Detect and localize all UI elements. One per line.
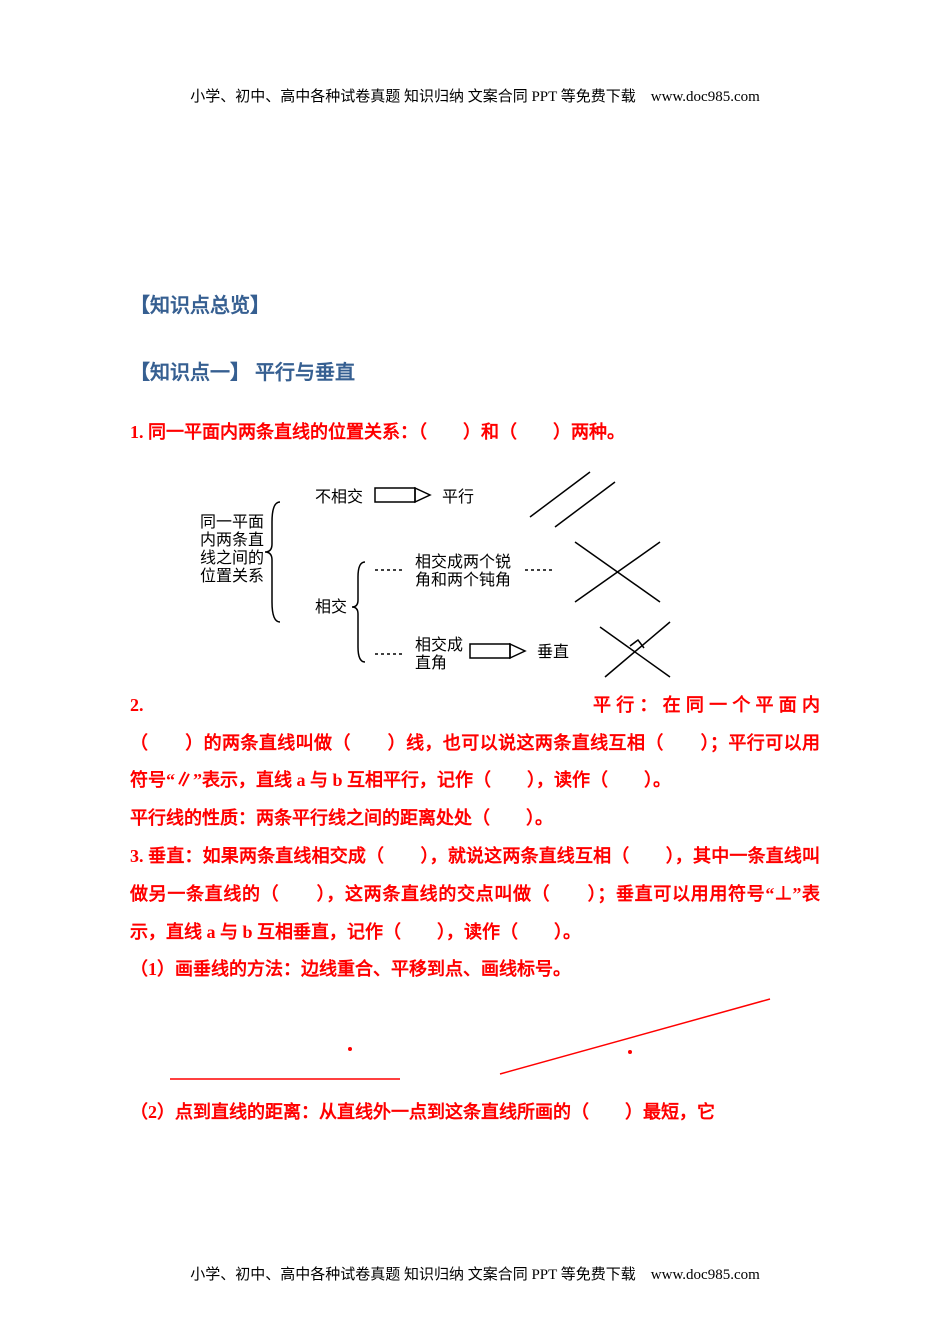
page-header: 小学、初中、高中各种试卷真题 知识归纳 文案合同 PPT 等免费下载 www.d…: [0, 85, 950, 106]
section-overview-title: 【知识点总览】: [130, 285, 820, 327]
q2-property: 平行线的性质：两条平行线之间的距离处处（ ）。: [130, 800, 820, 838]
diagram-root-l3: 线之间的: [200, 549, 264, 567]
perpendicular-sketch: [130, 994, 820, 1094]
branch-b-sub2-l2: 直角: [415, 654, 447, 672]
arrow-head-a: [415, 488, 430, 502]
brace-root: [265, 502, 280, 622]
sketch-left-dot: [348, 1047, 352, 1051]
page-footer: 小学、初中、高中各种试卷真题 知识归纳 文案合同 PPT 等免费下载 www.d…: [0, 1263, 950, 1284]
arrow-box-a: [375, 488, 415, 502]
q3-sub1: （1）画垂线的方法：边线重合、平移到点、画线标号。: [130, 951, 820, 989]
branch-b-sub1-l2: 角和两个钝角: [415, 571, 511, 589]
branch-b-sub2-l1: 相交成: [415, 636, 463, 654]
perp-svg: [130, 994, 820, 1094]
q3-sub2: （2）点到直线的距离：从直线外一点到这条直线所画的（ ）最短，它: [130, 1094, 820, 1132]
diagram-root-l1: 同一平面: [200, 514, 264, 531]
branch-b-sub2-result: 垂直: [537, 643, 569, 661]
content-area: 【知识点总览】 【知识点一】 平行与垂直 1. 同一平面内两条直线的位置关系：（…: [130, 285, 820, 1132]
q2-text-a: 平行：在同一个平面内（ ）的两条直线叫做（ ）线，也可以说这两条直线互相（ ）；…: [130, 695, 820, 791]
question-3: 3. 垂直：如果两条直线相交成（ ），就说这两条直线互相（ ），其中一条直线叫做…: [130, 838, 820, 951]
brace-b: [352, 562, 365, 662]
section-one-title: 【知识点一】 平行与垂直: [130, 352, 820, 394]
parallel-line-1: [530, 472, 590, 517]
branch-b-sub1-l1: 相交成两个锐: [415, 553, 511, 571]
concept-diagram: 同一平面 内两条直 线之间的 位置关系 不相交 平行 相交: [130, 462, 820, 682]
parallel-line-2: [555, 482, 615, 527]
diagram-root-l2: 内两条直: [200, 531, 264, 549]
sketch-right-line: [500, 999, 770, 1074]
arrow-head-b2: [510, 644, 525, 658]
perp-line-2: [605, 622, 670, 677]
diagram-root-l4: 位置关系: [200, 567, 264, 585]
branch-a-result: 平行: [442, 488, 474, 506]
branch-a-label: 不相交: [315, 488, 363, 506]
page: 小学、初中、高中各种试卷真题 知识归纳 文案合同 PPT 等免费下载 www.d…: [0, 0, 950, 1344]
question-2: 2. 平行：在同一个平面内（ ）的两条直线叫做（ ）线，也可以说这两条直线互相（…: [130, 687, 820, 800]
q2-lead: 2.: [130, 695, 144, 715]
question-1: 1. 同一平面内两条直线的位置关系：（ ）和（ ）两种。: [130, 414, 820, 452]
diagram-svg: 同一平面 内两条直 线之间的 位置关系 不相交 平行 相交: [130, 462, 820, 682]
right-angle-mark: [630, 640, 644, 648]
branch-b-label: 相交: [315, 598, 347, 616]
arrow-box-b2: [470, 644, 510, 658]
sketch-right-dot: [628, 1050, 632, 1054]
